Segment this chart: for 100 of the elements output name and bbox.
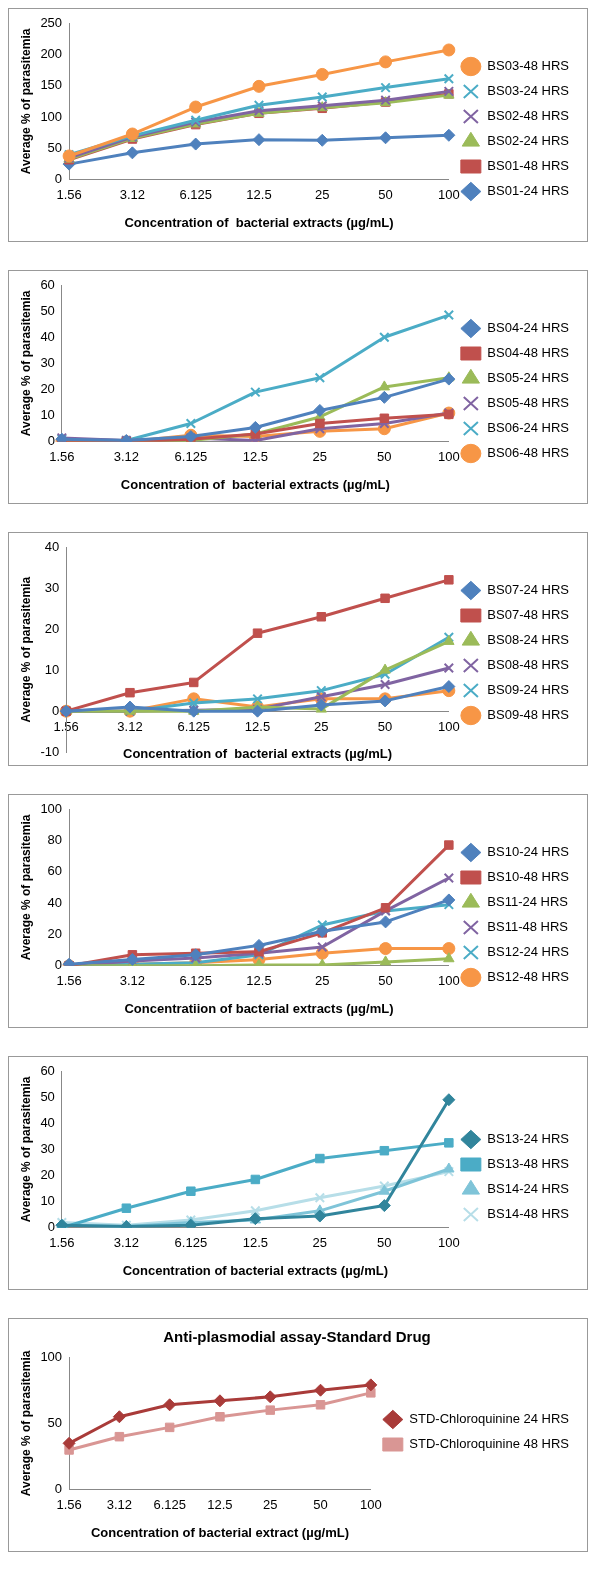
- x-tick-label: 100: [438, 718, 460, 734]
- legend-label: BS12-24 HRS: [487, 944, 570, 960]
- x-tick-label: 1.56: [56, 973, 82, 989]
- legend-label: BS11-48 HRS: [487, 919, 569, 935]
- y-axis-title: Average % of parasitemia: [18, 1076, 33, 1223]
- x-axis-title: Concentratiion of bacterial extracts (µg/mL): [124, 1000, 394, 1016]
- y-axis-title: Average % of parasitemia: [18, 290, 33, 437]
- x-tick-label: 50: [377, 1235, 392, 1251]
- legend-label: BS01-48 HRS: [487, 158, 570, 174]
- legend-label: BS10-24 HRS: [487, 844, 570, 860]
- legend-label: BS04-48 HRS: [487, 345, 570, 361]
- y-tick-label: 0: [51, 702, 60, 718]
- legend-label: BS14-48 HRS: [487, 1206, 570, 1222]
- y-tick-label: 0: [54, 171, 63, 187]
- x-tick-label: 12.5: [246, 187, 272, 203]
- y-tick-label: 200: [40, 45, 63, 61]
- x-tick-label: 25: [263, 1497, 278, 1513]
- x-axis-title: Concentration of bacterial extracts (µg/mL): [124, 214, 394, 230]
- y-tick-label: 30: [40, 354, 55, 370]
- x-tick-label: 50: [378, 973, 393, 989]
- x-axis-title: Concentration of bacterial extracts (µg/mL): [122, 1262, 389, 1278]
- y-tick-label: 30: [40, 1140, 55, 1156]
- x-tick-label: 1.56: [56, 187, 82, 203]
- y-tick-label: 60: [47, 863, 63, 879]
- y-tick-label: 10: [44, 661, 60, 677]
- x-tick-label: 12.5: [242, 449, 269, 465]
- legend-label: BS02-48 HRS: [487, 108, 570, 124]
- x-tick-label: 3.12: [117, 718, 143, 734]
- x-tick-label: 6.125: [179, 973, 212, 989]
- y-tick-label: 150: [40, 77, 63, 93]
- y-axis-title: Average % of parasitemia: [18, 1350, 33, 1497]
- x-tick-label: 50: [378, 187, 393, 203]
- y-axis-title: Average % of parasitemia: [18, 576, 33, 723]
- legend-label: BS08-48 HRS: [487, 657, 570, 673]
- legend-label: BS14-24 HRS: [487, 1181, 570, 1197]
- legend-label: BS05-24 HRS: [487, 370, 570, 386]
- y-tick-label: 20: [47, 926, 63, 942]
- y-tick-label: 60: [40, 276, 55, 292]
- y-tick-label: 100: [40, 108, 63, 124]
- y-tick-label: 50: [47, 1414, 63, 1430]
- y-tick-label: 40: [40, 328, 55, 344]
- x-tick-label: 1.56: [56, 1497, 82, 1513]
- legend-label: BS09-48 HRS: [487, 707, 570, 723]
- y-axis-title: Average % of parasitemia: [18, 814, 33, 961]
- x-tick-label: 100: [438, 187, 460, 203]
- y-tick-label: 0: [47, 1219, 55, 1235]
- x-tick-label: 3.12: [113, 449, 140, 465]
- legend-label: BS06-24 HRS: [487, 420, 570, 436]
- legend-label: BS07-24 HRS: [487, 582, 570, 598]
- legend-label: BS13-48 HRS: [487, 1156, 570, 1172]
- x-tick-label: 12.5: [244, 718, 271, 734]
- legend-label: BS13-24 HRS: [487, 1131, 570, 1147]
- x-tick-label: 12.5: [207, 1497, 233, 1513]
- x-tick-label: 25: [315, 187, 330, 203]
- x-tick-label: 25: [314, 718, 329, 734]
- legend-label: BS05-48 HRS: [487, 395, 570, 411]
- legend-label: BS09-24 HRS: [487, 682, 570, 698]
- y-tick-label: 0: [47, 433, 55, 449]
- y-tick-label: 60: [40, 1062, 55, 1078]
- x-tick-label: 6.125: [153, 1497, 186, 1513]
- y-tick-label: 0: [54, 957, 63, 973]
- y-tick-label: 40: [47, 894, 63, 910]
- legend-label: BS04-24 HRS: [487, 320, 570, 336]
- legend-label: BS11-24 HRS: [487, 894, 569, 910]
- legend-label: BS03-48 HRS: [487, 58, 570, 74]
- x-tick-label: 3.12: [106, 1497, 133, 1513]
- chart-title: Anti-plasmodial assay-Standard Drug: [163, 1328, 431, 1346]
- x-tick-label: 12.5: [242, 1235, 269, 1251]
- legend-label: STD-Chloroquinine 48 HRS: [409, 1436, 570, 1452]
- x-tick-label: 1.56: [53, 718, 79, 734]
- y-tick-label: 20: [44, 620, 60, 636]
- legend-label: BS07-48 HRS: [487, 607, 570, 623]
- y-tick-label: 50: [40, 1088, 55, 1104]
- x-tick-label: 50: [313, 1497, 328, 1513]
- legend-label: BS01-24 HRS: [487, 183, 570, 199]
- y-tick-label: 80: [47, 831, 63, 847]
- x-tick-label: 1.56: [49, 449, 75, 465]
- legend-label: BS03-24 HRS: [487, 83, 570, 99]
- y-tick-label: 100: [40, 800, 63, 816]
- x-tick-label: 25: [315, 973, 330, 989]
- x-tick-label: 50: [377, 449, 392, 465]
- x-tick-label: 100: [438, 973, 460, 989]
- x-tick-label: 6.125: [174, 1235, 208, 1251]
- legend-label: BS06-48 HRS: [487, 445, 570, 461]
- x-tick-label: 3.12: [119, 973, 146, 989]
- legend-label: BS12-48 HRS: [487, 969, 570, 985]
- y-axis-title: Average % of parasitemia: [18, 28, 33, 175]
- x-tick-label: 50: [377, 718, 393, 734]
- y-tick-label: 0: [54, 1481, 63, 1497]
- y-tick-label: 40: [44, 538, 60, 554]
- x-tick-label: 3.12: [113, 1235, 140, 1251]
- x-tick-label: 6.125: [177, 718, 211, 734]
- x-axis-title: Concentration of bacterial extracts (µg/mL): [120, 476, 390, 492]
- y-tick-label: 10: [40, 407, 55, 423]
- x-tick-label: 25: [312, 449, 328, 465]
- y-tick-label: 20: [40, 1167, 55, 1183]
- legend-label: BS10-48 HRS: [487, 869, 570, 885]
- x-tick-label: 3.12: [119, 187, 146, 203]
- x-tick-label: 100: [438, 449, 460, 465]
- x-tick-label: 25: [312, 1235, 328, 1251]
